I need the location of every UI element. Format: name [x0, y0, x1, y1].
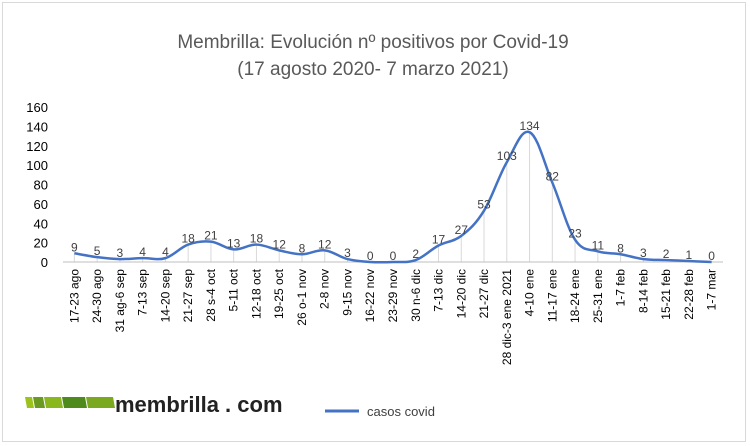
x-tick-label: 1-7 feb — [614, 269, 628, 307]
data-label: 0 — [367, 249, 374, 263]
data-label: 5 — [94, 244, 101, 258]
data-label: 0 — [390, 249, 397, 263]
data-label: 0 — [708, 249, 715, 263]
legend-label: casos covid — [367, 404, 435, 419]
y-tick-label: 20 — [34, 236, 48, 251]
chart-title: Membrilla: Evolución nº positivos por Co… — [177, 32, 568, 53]
chart-svg: Membrilla: Evolución nº positivos por Co… — [25, 32, 723, 419]
logo-mark — [25, 397, 115, 408]
y-tick-label: 120 — [26, 139, 48, 154]
x-tick-label: 21-27 dic — [477, 269, 491, 318]
x-tick-label: 11-17 ene — [545, 269, 559, 322]
data-label: 17 — [432, 233, 446, 247]
x-tick-label: 21-27 sep — [181, 269, 195, 323]
data-label: 21 — [204, 229, 218, 243]
data-label: 4 — [139, 245, 146, 259]
data-label: 12 — [318, 237, 332, 251]
x-tick-label: 7-13 sep — [136, 269, 150, 316]
data-label: 9 — [71, 240, 78, 254]
data-label: 11 — [592, 238, 605, 252]
y-tick-label: 160 — [26, 100, 48, 115]
data-label: 4 — [162, 245, 169, 259]
y-tick-label: 40 — [34, 216, 48, 231]
x-tick-label: 7-13 dic — [432, 269, 446, 312]
data-label: 82 — [546, 170, 560, 184]
x-tick-label: 24-30 ago — [90, 269, 104, 323]
y-tick-label: 0 — [41, 255, 48, 270]
x-tick-label: 18-24 ene — [568, 269, 582, 323]
data-label: 2 — [663, 247, 670, 261]
x-tick-label: 8-14 feb — [636, 269, 650, 313]
data-label: 8 — [299, 241, 306, 255]
chart-subtitle: (17 agosto 2020- 7 marzo 2021) — [237, 59, 508, 80]
series-line-casos-covid — [74, 130, 712, 264]
y-tick-label: 80 — [34, 178, 48, 193]
membrilla-logo: membrilla . com — [25, 392, 283, 417]
x-tick-label: 16-22 nov — [363, 269, 377, 322]
legend: casos covid — [325, 404, 435, 419]
x-tick-label: 31 ag-6 sep — [113, 269, 127, 333]
y-tick-label: 140 — [26, 119, 48, 134]
x-tick-label: 5-11 oct — [227, 268, 241, 311]
data-label: 1 — [686, 248, 693, 262]
x-tick-label: 28 s-4 oct — [204, 268, 218, 321]
x-tick-label: 14-20 sep — [158, 269, 172, 323]
x-tick-label: 28 dic-3 ene 2021 — [500, 269, 514, 365]
x-tick-label: 26 o-1 nov — [295, 269, 309, 326]
x-tick-label: 9-15 nov — [340, 269, 354, 316]
y-axis: 0 20 40 60 80 100 120 140 160 — [26, 100, 48, 270]
data-label: 8 — [617, 241, 624, 255]
x-tick-label: 22-28 feb — [682, 269, 696, 320]
logo-text: membrilla . com — [115, 392, 283, 417]
data-label: 23 — [568, 227, 582, 241]
data-label: 134 — [520, 119, 540, 133]
x-tick-label: 19-25 oct — [272, 268, 286, 319]
data-label: 2 — [412, 247, 419, 261]
data-label: 53 — [477, 198, 491, 212]
x-axis: 17-23 ago 24-30 ago 31 ag-6 sep 7-13 sep 14-… — [67, 268, 718, 365]
x-tick-label: 25-31 ene — [591, 269, 605, 323]
x-tick-label: 12-18 oct — [249, 268, 263, 319]
x-tick-label: 15-21 feb — [659, 269, 673, 320]
data-label: 12 — [273, 237, 287, 251]
y-tick-label: 100 — [26, 158, 48, 173]
x-tick-label: 17-23 ago — [67, 269, 81, 323]
data-label: 18 — [181, 232, 195, 246]
data-label: 18 — [250, 232, 264, 246]
data-label: 3 — [344, 246, 351, 260]
x-tick-label: 2-8 nov — [318, 269, 332, 309]
drop-lines — [73, 132, 690, 262]
data-label: 103 — [497, 149, 517, 163]
x-tick-label: 1-7 mar — [705, 269, 719, 310]
x-tick-label: 14-20 dic — [454, 269, 468, 318]
x-tick-label: 23-29 nov — [386, 269, 400, 322]
data-label: 27 — [455, 223, 469, 237]
data-label: 3 — [640, 246, 647, 260]
x-tick-label: 30 n-6 dic — [409, 269, 423, 322]
y-tick-label: 60 — [34, 197, 48, 212]
x-tick-label: 4-10 ene — [523, 269, 537, 317]
data-label: 3 — [117, 246, 124, 260]
chart-frame: Membrilla: Evolución nº positivos por Co… — [2, 2, 746, 442]
data-label: 13 — [227, 236, 241, 250]
